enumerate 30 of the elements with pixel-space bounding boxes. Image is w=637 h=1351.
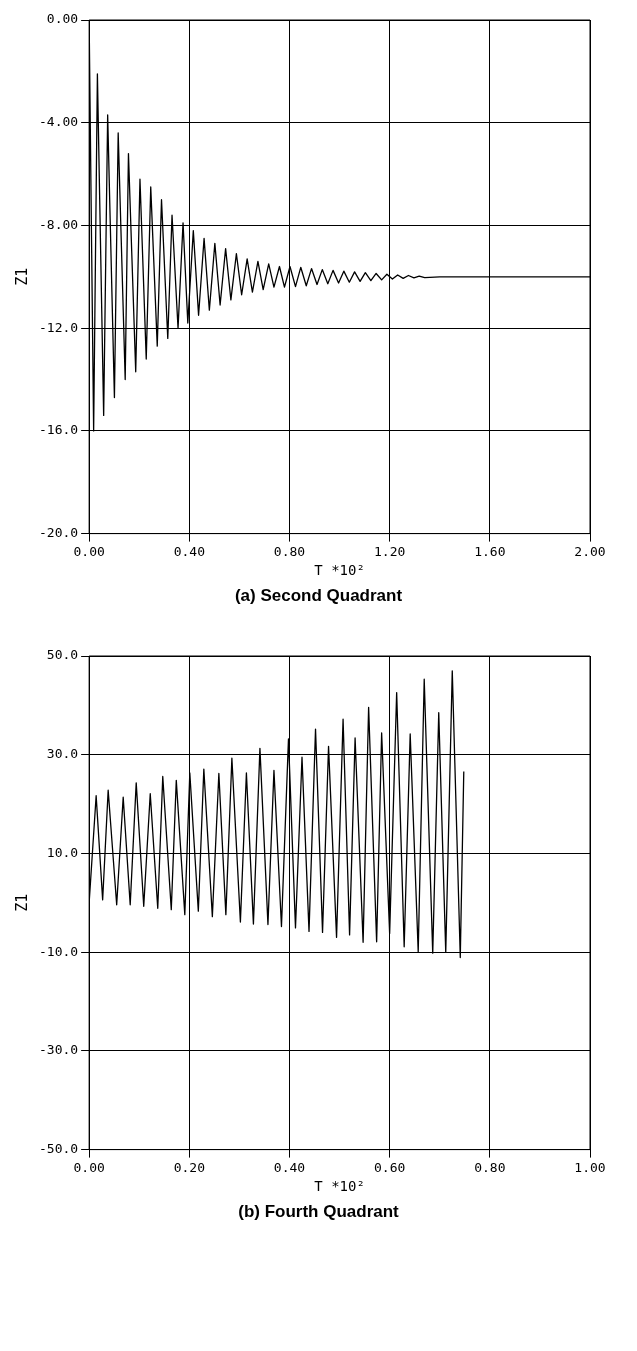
text: (b) Fourth Quadrant xyxy=(237,1202,400,1222)
y-tick-label: 30.0 xyxy=(46,746,79,762)
x-tick-label: 0.40 xyxy=(273,1159,306,1175)
x-axis-title: T *10² xyxy=(314,1178,365,1195)
y-tick-label: -30.0 xyxy=(38,1042,79,1058)
y-tick-label: -4.00 xyxy=(38,114,79,130)
x-tick-label: 0.00 xyxy=(73,543,105,559)
x-tick-label: 1.20 xyxy=(374,543,406,559)
y-tick-label: -8.00 xyxy=(38,216,79,232)
x-tick-label: 0.80 xyxy=(474,1159,506,1175)
x-tick-label: 1.00 xyxy=(574,1159,606,1175)
x-tick-label: 0.80 xyxy=(273,543,306,559)
x-tick-label: 0.20 xyxy=(173,1159,205,1175)
y-tick-label: 10.0 xyxy=(46,844,79,860)
y-tick-label: -10.0 xyxy=(38,943,79,959)
y-tick-label: -50.0 xyxy=(38,1140,79,1156)
x-axis-title: T *10² xyxy=(314,562,365,579)
y-tick-label: -20.0 xyxy=(38,524,79,540)
y-tick-label: -16.0 xyxy=(38,422,79,438)
text: (a) Second Quadrant xyxy=(233,586,404,606)
x-tick-label: 0.60 xyxy=(374,1159,406,1175)
x-tick-label: 0.40 xyxy=(173,543,205,559)
y-axis-title: Z1 xyxy=(12,267,31,286)
x-tick-label: 2.00 xyxy=(574,543,606,559)
y-tick-label: 50.0 xyxy=(46,647,79,663)
y-axis-title: Z1 xyxy=(12,893,31,912)
x-tick-label: 1.60 xyxy=(474,543,506,559)
y-tick-label: 0.00 xyxy=(46,11,79,27)
x-tick-label: 0.00 xyxy=(73,1159,105,1175)
y-tick-label: -12.0 xyxy=(38,319,79,335)
